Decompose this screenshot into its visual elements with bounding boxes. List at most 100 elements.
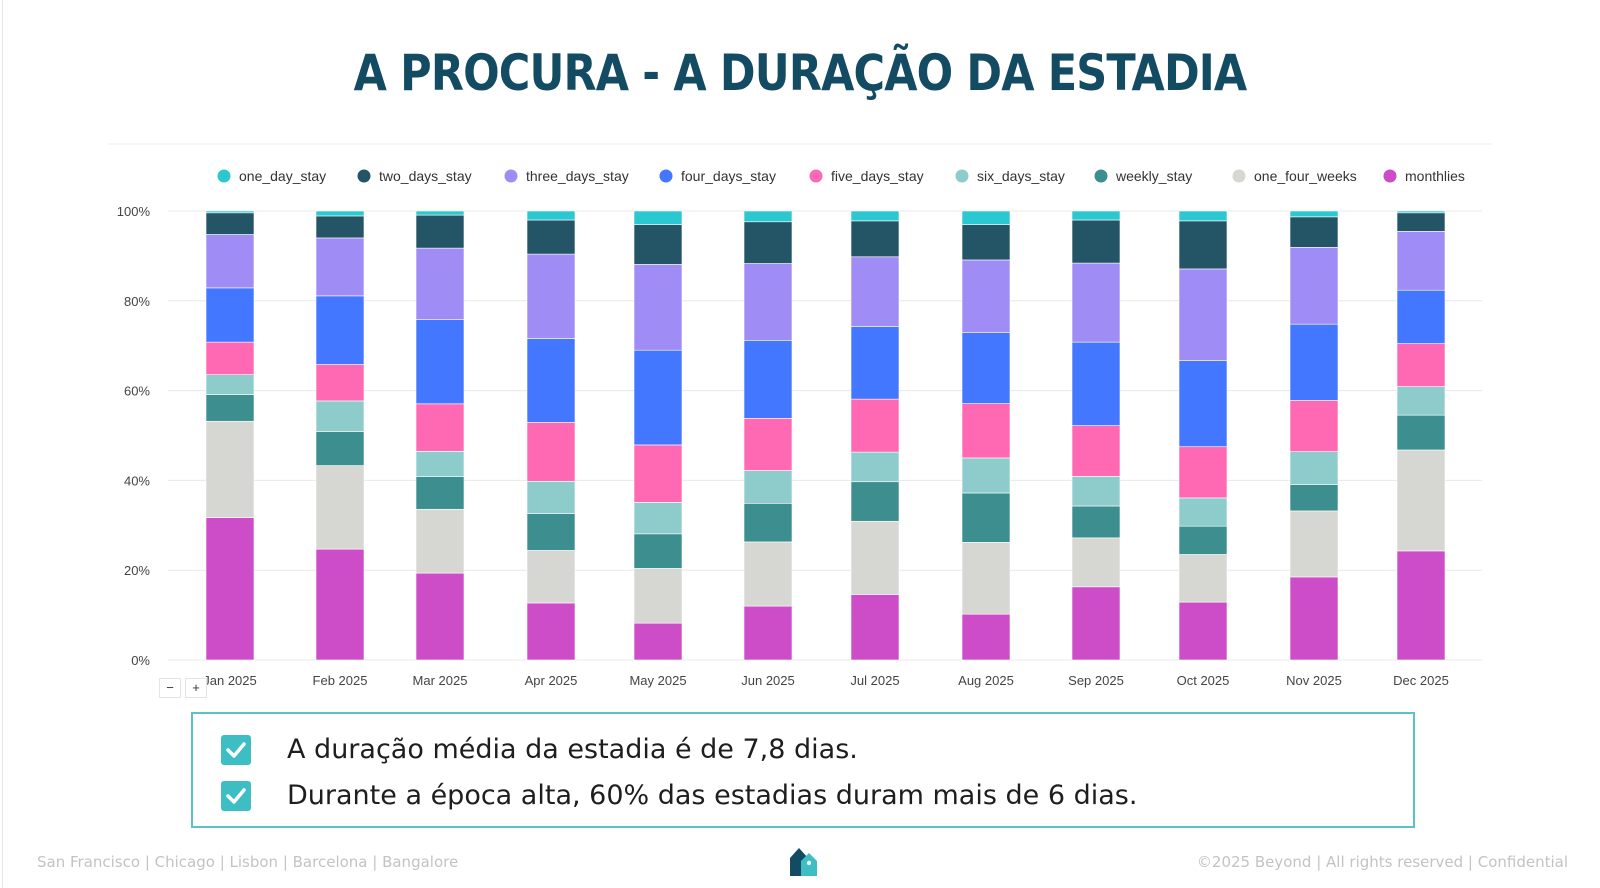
- bar-segment-monthlies: [1396, 550, 1446, 661]
- bar-segment-three-days-stay: [1289, 247, 1339, 325]
- bar-segment-weekly-stay: [1289, 484, 1339, 512]
- legend-label-three-days-stay: three_days_stay: [526, 168, 629, 184]
- bar-segment-monthlies: [526, 602, 576, 661]
- bar-segment-six-days-stay: [205, 374, 255, 395]
- bar-segment-five-days-stay: [1289, 400, 1339, 452]
- x-tick-label: Dec 2025: [1393, 673, 1449, 688]
- bar-segment-one-four-weeks: [743, 541, 793, 607]
- x-tick-label: Oct 2025: [1177, 673, 1230, 688]
- bar-segment-one-four-weeks: [850, 520, 900, 595]
- zoom-in-button[interactable]: +: [185, 678, 207, 698]
- bar-segment-one-day-stay: [1178, 210, 1228, 222]
- bar-segment-four-days-stay: [850, 326, 900, 400]
- beyond-house-logo-icon: [790, 848, 817, 876]
- finding-row-1: A duração média da estadia é de 7,8 dias…: [221, 734, 858, 765]
- bar-segment-five-days-stay: [633, 444, 683, 503]
- bar-segment-monthlies: [1178, 601, 1228, 661]
- bar-segment-one-four-weeks: [961, 542, 1011, 615]
- finding-row-2: Durante a época alta, 60% das estadias d…: [221, 780, 1137, 811]
- bar-segment-two-days-stay: [1396, 212, 1446, 232]
- bar-segment-one-four-weeks: [526, 550, 576, 604]
- legend-marker-six-days-stay: [955, 169, 969, 183]
- bar-segment-weekly-stay: [526, 513, 576, 551]
- bar-segment-one-four-weeks: [1396, 449, 1446, 552]
- bar-segment-three-days-stay: [205, 234, 255, 289]
- x-tick-label: Mar 2025: [413, 673, 468, 688]
- bar-segment-three-days-stay: [415, 247, 465, 320]
- bar-segment-one-four-weeks: [315, 465, 365, 550]
- bar-segment-two-days-stay: [1178, 220, 1228, 270]
- bar-segment-five-days-stay: [526, 422, 576, 482]
- y-tick-label: 40%: [124, 473, 150, 488]
- x-tick-label: Aug 2025: [958, 673, 1014, 688]
- bar-segment-monthlies: [205, 517, 255, 661]
- bar-segment-three-days-stay: [1071, 262, 1121, 343]
- bar-segment-four-days-stay: [743, 340, 793, 419]
- bar-segment-weekly-stay: [1071, 505, 1121, 539]
- bar-segment-one-day-stay: [961, 210, 1011, 225]
- bar-segment-five-days-stay: [850, 398, 900, 453]
- bar-segment-four-days-stay: [961, 332, 1011, 404]
- slide-left-border: [2, 0, 3, 888]
- bar-segment-weekly-stay: [1178, 525, 1228, 555]
- bar-segment-one-four-weeks: [1289, 510, 1339, 578]
- bar-segment-five-days-stay: [1071, 425, 1121, 477]
- bar-segment-four-days-stay: [1178, 360, 1228, 448]
- bar-segment-one-day-stay: [1289, 210, 1339, 218]
- bar-segment-two-days-stay: [633, 224, 683, 265]
- legend-marker-monthlies: [1383, 169, 1397, 183]
- zoom-out-button[interactable]: −: [159, 678, 181, 698]
- footer-copyright: ©2025 Beyond | All rights reserved | Con…: [1196, 853, 1568, 871]
- bar-segment-five-days-stay: [205, 341, 255, 375]
- legend-label-two-days-stay: two_days_stay: [379, 168, 472, 184]
- bar-segment-weekly-stay: [850, 481, 900, 522]
- bar-segment-four-days-stay: [205, 287, 255, 343]
- slide-title: A PROCURA - A DURAÇÃO DA ESTADIA: [353, 44, 1248, 102]
- bar-segment-five-days-stay: [315, 364, 365, 402]
- bar-segment-monthlies: [633, 622, 683, 661]
- bar-segment-weekly-stay: [961, 492, 1011, 543]
- bar-segment-five-days-stay: [415, 403, 465, 452]
- bar-segment-one-day-stay: [526, 210, 576, 221]
- x-tick-label: May 2025: [629, 673, 686, 688]
- bar-segment-six-days-stay: [961, 457, 1011, 494]
- bar-segment-four-days-stay: [415, 319, 465, 405]
- bar-segment-weekly-stay: [205, 394, 255, 422]
- bar-segment-two-days-stay: [743, 221, 793, 264]
- x-tick-label: Jul 2025: [850, 673, 899, 688]
- legend-marker-three-days-stay: [504, 169, 518, 183]
- bar-segment-one-day-stay: [633, 210, 683, 225]
- x-tick-label: Sep 2025: [1068, 673, 1124, 688]
- x-tick-label: Feb 2025: [313, 673, 368, 688]
- x-tick-label: Apr 2025: [525, 673, 578, 688]
- bar-segment-two-days-stay: [1289, 216, 1339, 248]
- x-tick-label: Jun 2025: [741, 673, 795, 688]
- legend-label-five-days-stay: five_days_stay: [831, 168, 924, 184]
- bar-segment-six-days-stay: [743, 470, 793, 504]
- bar-segment-one-four-weeks: [205, 420, 255, 518]
- legend-marker-weekly-stay: [1094, 169, 1108, 183]
- bar-segment-two-days-stay: [961, 224, 1011, 261]
- y-tick-label: 0%: [131, 653, 150, 668]
- bar-segment-six-days-stay: [850, 451, 900, 483]
- legend-marker-two-days-stay: [357, 169, 371, 183]
- key-findings-box: A duração média da estadia é de 7,8 dias…: [191, 712, 1415, 828]
- bar-segment-one-day-stay: [415, 210, 465, 216]
- bar-segment-one-four-weeks: [1178, 554, 1228, 603]
- bar-segment-two-days-stay: [205, 212, 255, 235]
- bar-segment-weekly-stay: [743, 502, 793, 543]
- bar-segment-three-days-stay: [1396, 231, 1446, 291]
- stacked-bar-chart: 0% 20% 40% 60% 80% 100% Jan 2025 Feb 2025 Mar 20…: [108, 143, 1492, 688]
- bar-segment-three-days-stay: [850, 256, 900, 327]
- bar-segment-monthlies: [315, 548, 365, 661]
- bar-segment-six-days-stay: [633, 502, 683, 535]
- bar-segment-monthlies: [1289, 576, 1339, 661]
- legend-marker-four-days-stay: [659, 169, 673, 183]
- bar-segment-two-days-stay: [1071, 219, 1121, 264]
- bar-segment-three-days-stay: [961, 259, 1011, 333]
- bar-segment-four-days-stay: [526, 338, 576, 423]
- bar-segment-weekly-stay: [315, 431, 365, 466]
- legend-marker-one-four-weeks: [1232, 169, 1246, 183]
- bar-segment-one-day-stay: [850, 210, 900, 222]
- bar-segment-weekly-stay: [1396, 414, 1446, 451]
